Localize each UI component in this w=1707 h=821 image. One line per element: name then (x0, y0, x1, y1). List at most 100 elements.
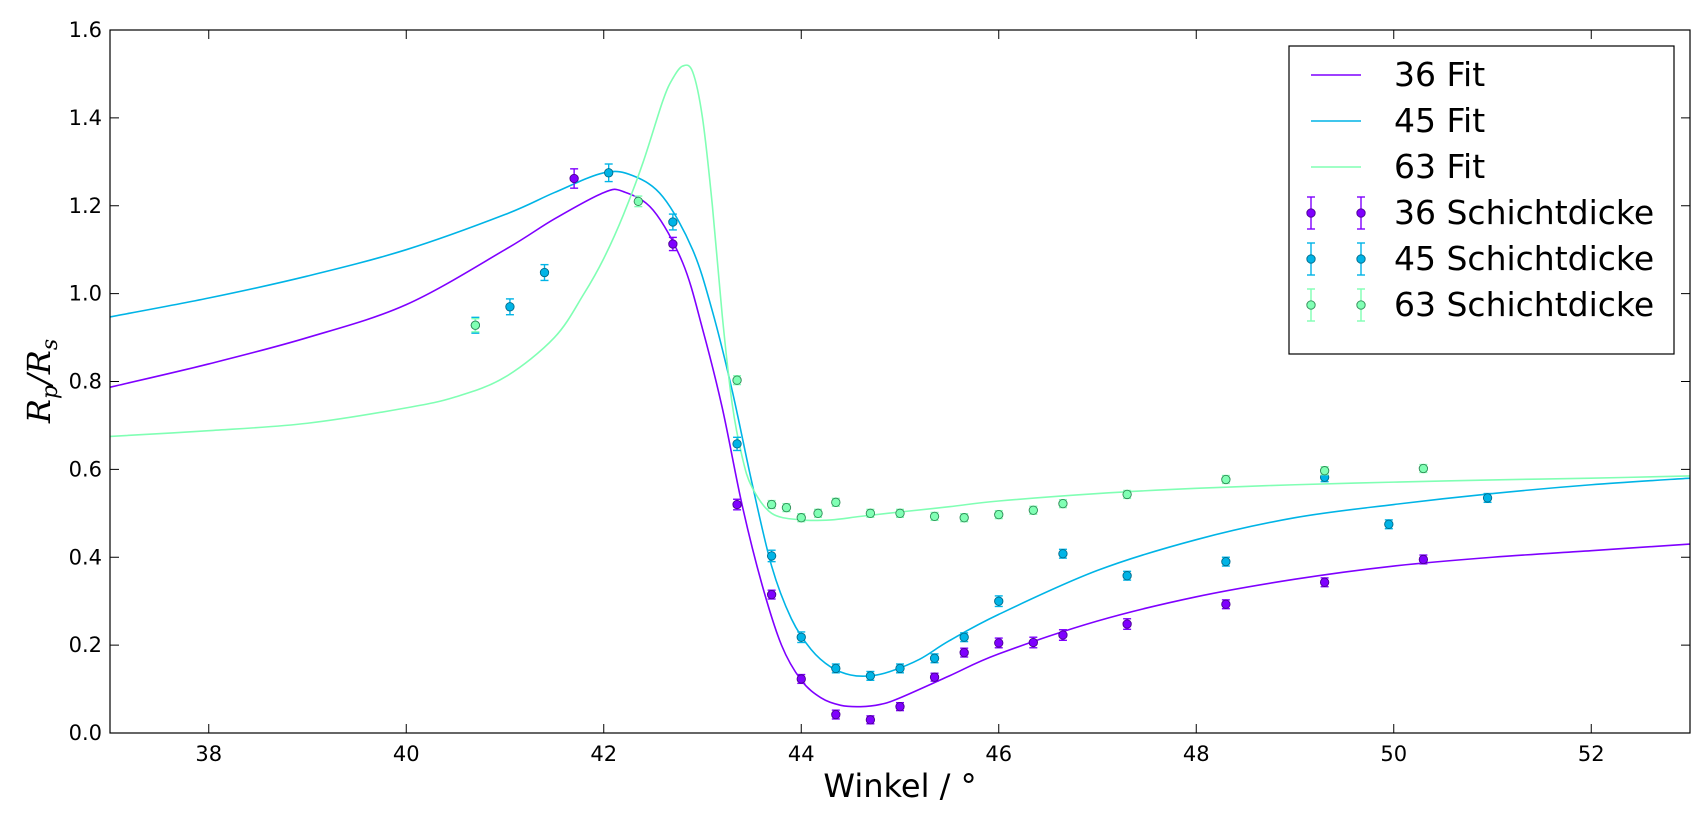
marker (813, 508, 823, 518)
data-point-63-schichtdicke (633, 195, 643, 208)
data-point-63-schichtdicke (1418, 463, 1429, 474)
marker (865, 671, 876, 681)
y-tick-label: 0.2 (69, 633, 102, 657)
marker (994, 596, 1004, 606)
data-point-63-schichtdicke (1221, 474, 1231, 485)
marker (1482, 493, 1493, 503)
data-point-63-schichtdicke (831, 497, 841, 507)
data-point-45-schichtdicke (831, 663, 841, 674)
y-label-main: R (20, 399, 58, 424)
y-tick-label: 1.0 (69, 282, 102, 306)
marker (732, 439, 742, 449)
data-point-63-schichtdicke (994, 509, 1004, 520)
data-point-63-schichtdicke (781, 502, 792, 513)
y-label-den: R (20, 350, 58, 375)
data-point-36-schichtdicke (929, 672, 940, 682)
data-point-45-schichtdicke (994, 595, 1004, 608)
marker (766, 551, 777, 561)
data-point-45-schichtdicke (865, 670, 876, 681)
marker (796, 513, 806, 523)
legend-marker (1356, 208, 1366, 218)
marker (732, 499, 742, 510)
legend-marker (1356, 254, 1366, 264)
marker (1418, 463, 1429, 474)
legend-item-36-schichtdicke: 36 Schichtdicke (1306, 193, 1654, 232)
data-point-63-schichtdicke (895, 508, 905, 518)
data-point-36-schichtdicke (766, 589, 777, 600)
marker (539, 267, 550, 278)
marker (1221, 474, 1231, 485)
data-point-45-schichtdicke (1058, 548, 1068, 559)
data-point-45-schichtdicke (895, 663, 905, 674)
x-tick-label: 48 (1183, 742, 1210, 766)
data-point-63-schichtdicke (865, 508, 876, 518)
legend-item-45-fit: 45 Fit (1311, 101, 1485, 140)
marker (633, 196, 643, 207)
data-point-45-schichtdicke (766, 549, 777, 563)
x-tick-label: 38 (195, 742, 222, 766)
series-line-36-fit (110, 188, 1690, 708)
data-point-36-schichtdicke (732, 498, 742, 511)
marker (831, 497, 841, 507)
data-point-63-schichtdicke (1122, 489, 1132, 500)
y-axis-label: Rp/Rs (20, 339, 63, 424)
svg-text:Rp/Rs: Rp/Rs (20, 339, 63, 424)
legend-item-63-schichtdicke: 63 Schichtdicke (1306, 285, 1654, 324)
data-point-36-schichtdicke (1418, 554, 1429, 565)
marker (895, 508, 905, 518)
data-point-63-schichtdicke (929, 511, 940, 522)
series-line-63-fit (110, 64, 1690, 522)
data-point-63-schichtdicke (813, 508, 823, 518)
x-tick-label: 50 (1380, 742, 1407, 766)
legend-label: 36 Schichtdicke (1394, 193, 1654, 232)
legend-item-45-schichtdicke: 45 Schichtdicke (1306, 239, 1654, 278)
x-tick-label: 40 (393, 742, 420, 766)
marker (994, 638, 1004, 648)
marker (1384, 519, 1394, 529)
data-point-63-schichtdicke (1319, 466, 1330, 476)
y-tick-label: 1.4 (69, 106, 102, 130)
legend: 36 Fit 45 Fit 63 Fit 36 Schichtdicke 45 Schi… (1288, 45, 1675, 355)
data-point-36-schichtdicke (1028, 636, 1038, 649)
marker (766, 499, 777, 510)
data-point-36-schichtdicke (1058, 629, 1068, 641)
data-point-36-schichtdicke (569, 168, 579, 189)
y-tick-label: 0.4 (69, 545, 102, 569)
marker (1028, 637, 1038, 648)
data-point-45-schichtdicke (929, 653, 940, 664)
data-point-36-schichtdicke (895, 701, 905, 712)
data-point-36-schichtdicke (959, 647, 969, 658)
y-tick-label: 0.8 (69, 370, 102, 394)
marker (895, 663, 905, 674)
marker (865, 715, 876, 725)
marker (766, 589, 777, 600)
data-point-63-schichtdicke (1058, 498, 1068, 509)
marker (569, 173, 579, 184)
data-point-45-schichtdicke (1221, 556, 1231, 567)
legend-frame (1288, 45, 1675, 355)
marker (959, 632, 969, 642)
y-tick-label: 1.6 (69, 18, 102, 42)
data-point-63-schichtdicke (766, 499, 777, 510)
legend-label: 63 Schichtdicke (1394, 285, 1654, 324)
data-point-36-schichtdicke (668, 236, 678, 252)
marker (1221, 599, 1231, 609)
x-tick-label: 52 (1578, 742, 1605, 766)
data-point-45-schichtdicke (959, 632, 969, 643)
marker (959, 647, 969, 658)
y-label-slash: / (20, 371, 58, 388)
data-point-36-schichtdicke (1221, 599, 1231, 610)
data-point-36-schichtdicke (831, 709, 841, 720)
y-label-den-sub: s (38, 339, 63, 350)
data-point-36-schichtdicke (1122, 618, 1132, 631)
marker (895, 701, 905, 712)
marker (1058, 498, 1068, 509)
legend-marker (1306, 254, 1316, 264)
data-point-45-schichtdicke (1384, 519, 1394, 530)
marker (1319, 577, 1330, 587)
marker (1122, 571, 1132, 581)
marker (1058, 630, 1068, 640)
legend-label: 63 Fit (1394, 147, 1485, 186)
x-axis-label: Winkel / ° (823, 767, 976, 805)
marker (929, 672, 940, 682)
